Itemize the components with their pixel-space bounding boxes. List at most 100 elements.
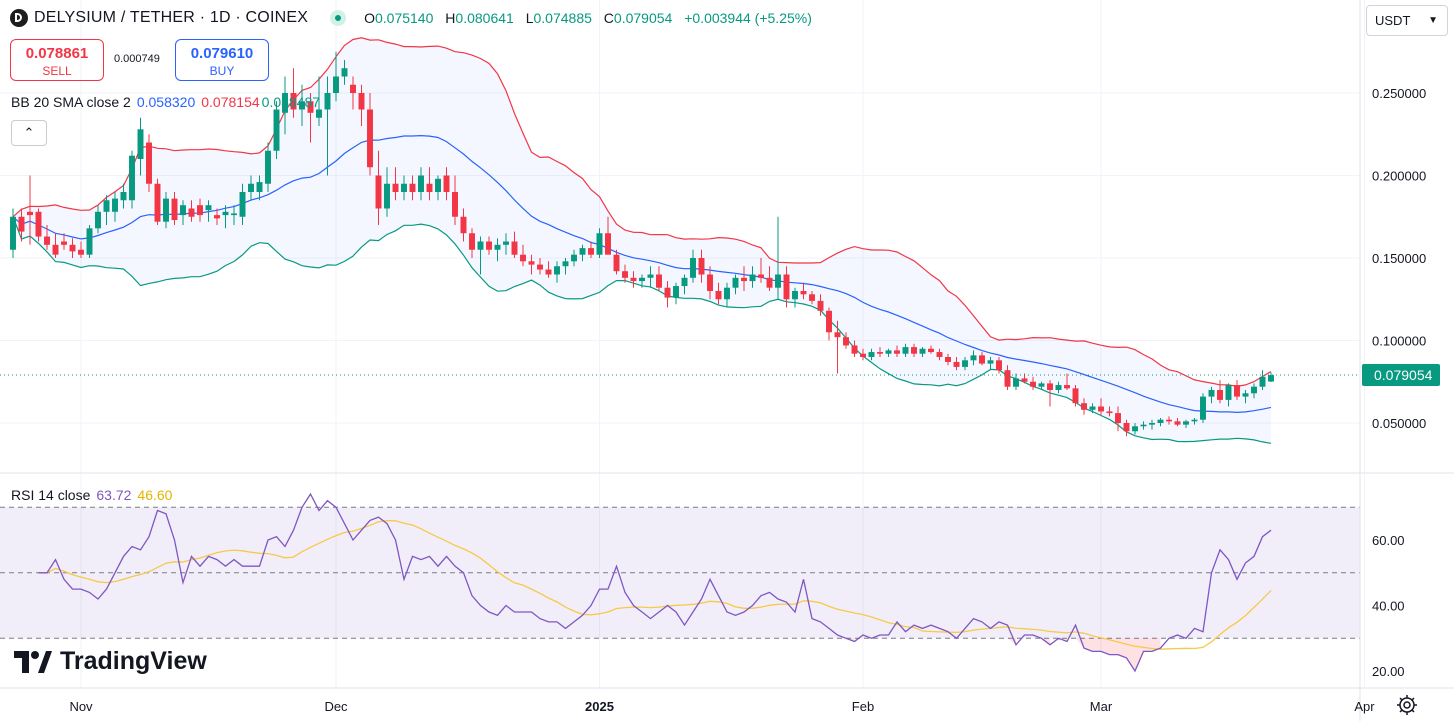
candle-body bbox=[817, 300, 824, 311]
price-tick-label: 0.150000 bbox=[1372, 251, 1426, 266]
candle-body bbox=[324, 93, 331, 110]
candle bbox=[800, 282, 807, 300]
tv-logo-icon bbox=[14, 650, 52, 673]
candle bbox=[936, 348, 943, 361]
candle-body bbox=[333, 76, 339, 93]
candle bbox=[1072, 385, 1079, 407]
candle bbox=[435, 175, 441, 201]
candle bbox=[316, 76, 322, 126]
candle-body bbox=[1183, 421, 1189, 425]
candle bbox=[979, 352, 985, 366]
bb-legend[interactable]: BB 20 SMA close 2 0.058320 0.078154 0.03848… bbox=[11, 94, 320, 110]
chart-header: DELYSIUM / TETHER · 1D · COINEX O0.07514… bbox=[10, 9, 820, 27]
candle bbox=[834, 320, 841, 374]
candle-body bbox=[61, 241, 67, 245]
candle-body bbox=[188, 208, 195, 217]
currency-value: USDT bbox=[1375, 13, 1411, 28]
candle bbox=[707, 266, 713, 300]
sell-button[interactable]: 0.078861 SELL bbox=[10, 39, 104, 81]
candle-body bbox=[1149, 423, 1155, 425]
candle bbox=[783, 266, 790, 308]
sell-price: 0.078861 bbox=[25, 45, 89, 62]
candle-body bbox=[1174, 421, 1181, 425]
candle bbox=[409, 175, 416, 201]
candle bbox=[656, 266, 662, 291]
candle bbox=[299, 84, 305, 126]
candle bbox=[766, 266, 773, 291]
candle bbox=[1217, 380, 1223, 404]
candle-body bbox=[741, 277, 747, 282]
price-tick-label: 0.250000 bbox=[1372, 86, 1426, 101]
collapse-legend-button[interactable]: ⌃ bbox=[11, 120, 47, 146]
candle bbox=[698, 249, 705, 283]
candle bbox=[205, 200, 212, 222]
candle bbox=[52, 233, 59, 258]
candle-body bbox=[265, 150, 271, 184]
candle bbox=[877, 347, 883, 357]
candle-body bbox=[698, 258, 705, 275]
candle-body bbox=[630, 277, 637, 282]
bb-basis-line bbox=[12, 134, 1272, 414]
gear-icon[interactable] bbox=[1396, 694, 1418, 716]
candle bbox=[188, 200, 195, 222]
candle-body bbox=[452, 192, 458, 217]
candle bbox=[18, 208, 25, 242]
candle-body bbox=[851, 345, 858, 354]
rsi-oversold-fill bbox=[1143, 638, 1152, 652]
candle-body bbox=[435, 178, 441, 192]
candle-body bbox=[146, 142, 152, 184]
candle-body bbox=[1259, 376, 1266, 387]
rsi-oversold-fill bbox=[1109, 638, 1118, 655]
candle bbox=[324, 76, 331, 176]
candle-body bbox=[248, 183, 254, 192]
tradingview-logo[interactable]: TradingView bbox=[14, 647, 207, 676]
candle bbox=[732, 274, 739, 295]
candle-body bbox=[409, 183, 416, 192]
rsi-legend[interactable]: RSI 14 close 63.72 46.60 bbox=[11, 487, 172, 503]
candle-body bbox=[1106, 411, 1113, 414]
candle-body bbox=[877, 352, 883, 354]
candle bbox=[35, 208, 42, 242]
candle bbox=[673, 282, 679, 305]
candle-body bbox=[894, 350, 900, 354]
candle bbox=[554, 261, 560, 283]
candle-body bbox=[418, 175, 424, 192]
candle bbox=[222, 205, 229, 229]
candle bbox=[78, 241, 84, 258]
candle-body bbox=[443, 175, 450, 192]
candle-body bbox=[375, 175, 382, 209]
candle-body bbox=[10, 216, 16, 250]
candle-body bbox=[783, 274, 790, 300]
candle-body bbox=[27, 211, 33, 216]
candle bbox=[571, 249, 577, 267]
candle bbox=[1106, 406, 1113, 417]
candle bbox=[120, 183, 127, 209]
candle bbox=[1132, 423, 1138, 435]
candle-body bbox=[613, 254, 620, 272]
candle-body bbox=[885, 350, 892, 354]
candle-body bbox=[792, 291, 798, 300]
candle bbox=[953, 357, 960, 371]
currency-select[interactable]: USDT ▼ bbox=[1366, 5, 1448, 36]
candle-body bbox=[426, 183, 433, 192]
candle-body bbox=[494, 244, 501, 250]
candle bbox=[95, 205, 101, 234]
candle-body bbox=[1004, 370, 1011, 387]
candle-body bbox=[962, 360, 968, 367]
candle-body bbox=[1140, 424, 1147, 427]
candle-body bbox=[749, 274, 756, 282]
symbol-title[interactable]: DELYSIUM / TETHER · 1D · COINEX bbox=[34, 9, 309, 26]
candle bbox=[1234, 380, 1240, 400]
candle-body bbox=[605, 233, 611, 255]
buy-button[interactable]: 0.079610 BUY bbox=[175, 39, 269, 81]
candle bbox=[350, 76, 356, 110]
candle-body bbox=[154, 183, 161, 222]
time-tick-label: Feb bbox=[852, 699, 874, 714]
time-tick-label: Mar bbox=[1090, 699, 1113, 714]
candle bbox=[486, 236, 492, 255]
candle-body bbox=[707, 274, 713, 291]
candle-body bbox=[511, 241, 518, 255]
candle-body bbox=[205, 205, 212, 211]
candle bbox=[86, 225, 93, 258]
